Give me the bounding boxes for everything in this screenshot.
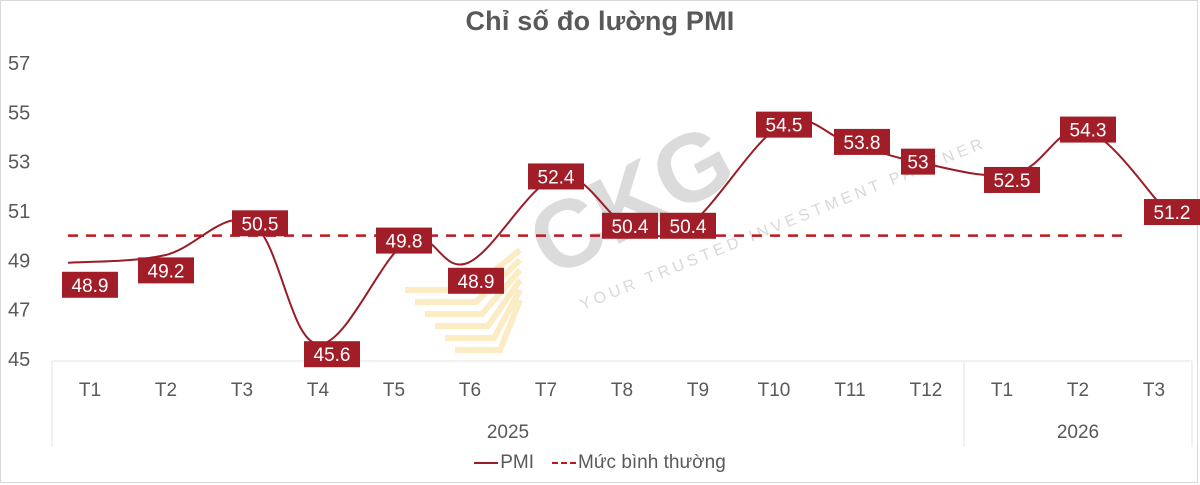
x-tick-label: T5 (383, 380, 405, 401)
x-tick-label: T4 (307, 380, 330, 401)
data-label: 50.5 (232, 210, 288, 237)
data-label: 53 (901, 148, 935, 175)
data-label: 50.4 (660, 212, 716, 239)
x-tick-label: T8 (611, 380, 633, 401)
svg-text:51.2: 51.2 (1154, 203, 1191, 224)
chart-title: Chỉ số đo lường PMI (465, 6, 735, 36)
data-label: 53.8 (834, 128, 890, 155)
svg-text:49.2: 49.2 (148, 261, 185, 282)
data-label: 49.8 (376, 227, 432, 254)
year-group-label: 2026 (1057, 422, 1099, 443)
data-label: 50.4 (602, 212, 658, 239)
y-axis: 45 47 49 51 53 55 57 (8, 53, 30, 371)
y-tick-label: 55 (8, 102, 30, 124)
svg-text:50.5: 50.5 (242, 214, 279, 235)
y-tick-label: 57 (8, 53, 30, 75)
svg-text:54.3: 54.3 (1070, 121, 1107, 142)
solid-line-swatch-icon (474, 462, 499, 464)
data-label: 52.4 (528, 163, 584, 190)
data-label: 48.9 (448, 267, 504, 294)
svg-text:45.6: 45.6 (314, 345, 351, 366)
svg-text:49.8: 49.8 (386, 232, 423, 253)
svg-text:50.4: 50.4 (612, 217, 649, 238)
data-label: 51.2 (1144, 199, 1200, 226)
legend-label-normal: Mức bình thường (578, 452, 726, 473)
y-tick-label: 45 (8, 349, 30, 371)
svg-text:52.4: 52.4 (538, 167, 575, 188)
y-tick-label: 53 (8, 152, 30, 174)
x-tick-label: T2 (155, 380, 177, 401)
data-label: 45.6 (304, 341, 360, 368)
svg-text:52.5: 52.5 (994, 171, 1031, 192)
svg-text:48.9: 48.9 (72, 276, 109, 297)
svg-text:53.8: 53.8 (844, 133, 881, 154)
svg-text:48.9: 48.9 (458, 272, 495, 293)
data-label: 49.2 (138, 257, 194, 284)
x-tick-label: T6 (459, 380, 481, 401)
data-label: 48.9 (62, 271, 118, 298)
x-tick-label: T3 (231, 380, 253, 401)
x-axis: T1 T2 T3 T4 T5 T6 T7 T8 T9 T10 T11 T12 T1 T2 T3 2025 202… (51, 360, 1193, 447)
x-tick-label: T7 (535, 380, 557, 401)
y-tick-label: 49 (8, 250, 30, 272)
data-label: 54.3 (1060, 116, 1116, 143)
x-tick-label: T3 (1143, 380, 1165, 401)
svg-text:50.4: 50.4 (670, 217, 707, 238)
x-tick-label: T1 (991, 380, 1013, 401)
data-label: 52.5 (984, 166, 1040, 193)
svg-text:54.5: 54.5 (766, 116, 803, 137)
x-tick-label: T1 (79, 380, 101, 401)
x-tick-label: T9 (687, 380, 709, 401)
dashed-line-swatch-icon (552, 462, 577, 464)
data-label: 54.5 (756, 111, 812, 138)
legend: PMI Mức bình thường (0, 452, 1200, 474)
x-tick-label: T11 (834, 380, 865, 401)
svg-text:53: 53 (907, 153, 928, 174)
legend-item-pmi[interactable]: PMI (474, 452, 534, 474)
watermark-logo-icon (405, 247, 523, 353)
y-tick-label: 51 (8, 201, 30, 223)
x-tick-label: T12 (910, 380, 943, 401)
x-tick-label: T10 (758, 380, 791, 401)
x-tick-label: T2 (1067, 380, 1089, 401)
legend-item-normal[interactable]: Mức bình thường (552, 452, 726, 474)
y-tick-label: 47 (8, 300, 30, 322)
legend-label-pmi: PMI (500, 452, 535, 473)
data-labels: 48.9 49.2 50.5 45.6 49.8 48.9 52.4 50.4 50.4 54.5… (62, 111, 1200, 368)
year-group-label: 2025 (487, 422, 529, 443)
